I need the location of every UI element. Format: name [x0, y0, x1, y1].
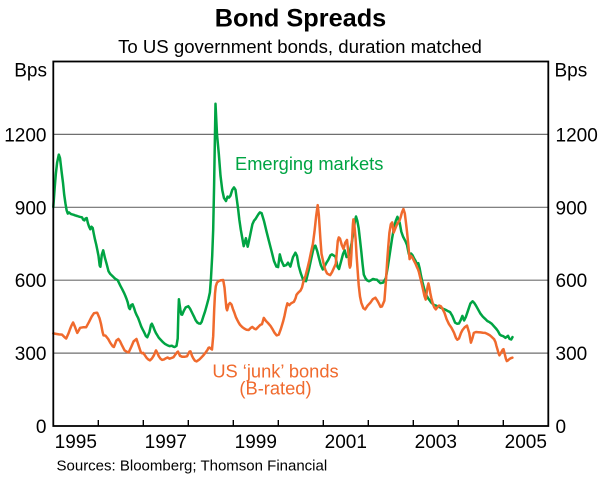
- svg-text:900: 900: [556, 198, 588, 219]
- svg-text:1995: 1995: [55, 432, 97, 453]
- svg-text:US ‘junk’ bonds: US ‘junk’ bonds: [212, 361, 338, 382]
- svg-text:300: 300: [556, 344, 588, 365]
- svg-text:Bps: Bps: [555, 61, 588, 82]
- svg-text:Bond Spreads: Bond Spreads: [215, 5, 386, 33]
- svg-text:0: 0: [556, 417, 567, 438]
- svg-text:2005: 2005: [505, 432, 547, 453]
- svg-text:Sources: Bloomberg; Thomson Fi: Sources: Bloomberg; Thomson Financial: [57, 458, 328, 475]
- svg-text:1200: 1200: [556, 125, 598, 146]
- svg-text:900: 900: [15, 198, 47, 219]
- svg-text:600: 600: [556, 271, 588, 292]
- svg-text:Emerging markets: Emerging markets: [235, 153, 383, 174]
- svg-text:1200: 1200: [4, 125, 46, 146]
- svg-text:2001: 2001: [325, 432, 367, 453]
- svg-text:Bps: Bps: [14, 61, 47, 82]
- svg-text:(B-rated): (B-rated): [239, 378, 311, 399]
- svg-text:0: 0: [36, 417, 47, 438]
- svg-text:2003: 2003: [415, 432, 457, 453]
- svg-text:1999: 1999: [235, 432, 277, 453]
- svg-text:300: 300: [15, 344, 47, 365]
- svg-text:600: 600: [15, 271, 47, 292]
- svg-text:To US government bonds, durati: To US government bonds, duration matched: [118, 36, 482, 57]
- svg-text:1997: 1997: [145, 432, 187, 453]
